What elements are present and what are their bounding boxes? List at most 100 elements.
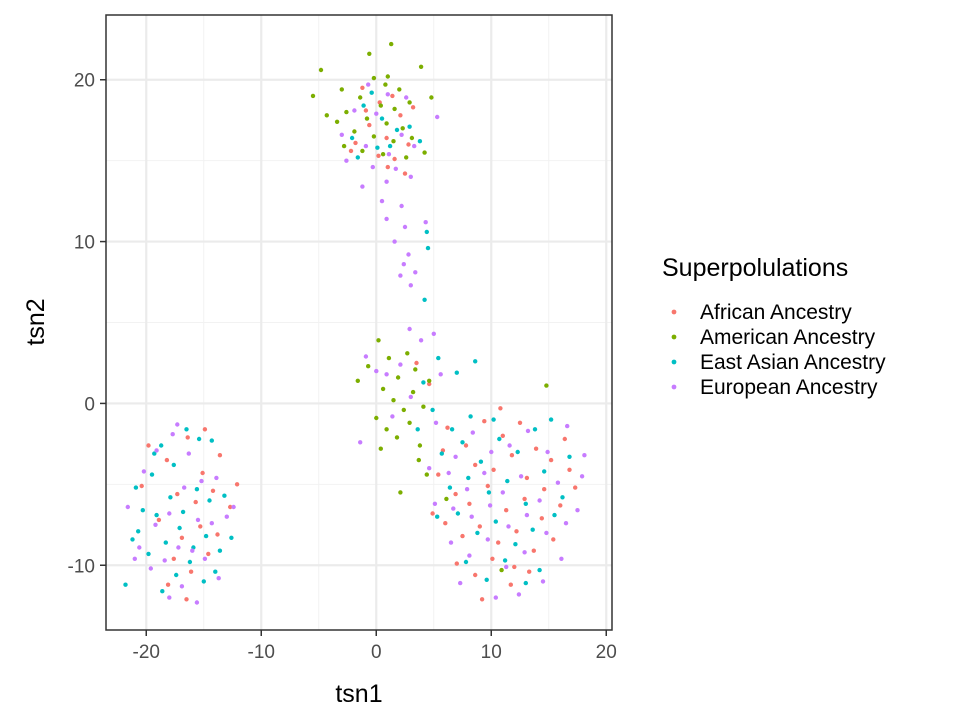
point-european-ancestry [148,566,153,571]
y-tick-label: 10 [74,233,95,254]
point-east-asian-ancestry [502,558,508,563]
point-american-ancestry [421,404,426,409]
point-african-ancestry [171,556,176,561]
point-east-asian-ancestry [515,449,520,455]
point-african-ancestry [473,572,478,578]
point-east-asian-ancestry [361,103,366,108]
point-east-asian-ancestry [455,511,461,516]
point-european-ancestry [544,530,549,536]
point-european-ancestry [360,184,365,189]
point-american-ancestry [422,150,427,155]
point-european-ancestry [386,152,392,157]
point-east-asian-ancestry [146,551,151,557]
point-european-ancestry [186,451,191,456]
point-american-ancestry [384,427,389,432]
point-american-ancestry [404,155,409,160]
point-american-ancestry [413,367,418,372]
point-european-ancestry [398,362,403,367]
point-american-ancestry [334,119,340,125]
point-american-ancestry [378,103,383,108]
point-african-ancestry [548,457,554,463]
legend-key [671,309,677,315]
point-east-asian-ancestry [140,508,145,513]
point-european-ancestry [366,82,371,87]
point-east-asian-ancestry [171,462,176,468]
point-east-asian-ancestry [207,498,212,503]
point-east-asian-ancestry [422,297,427,302]
legend-label: American Ancestry [700,326,876,349]
point-east-asian-ancestry [493,519,498,524]
point-european-ancestry [363,354,369,359]
point-american-ancestry [427,378,432,383]
point-african-ancestry [479,597,485,602]
point-east-asian-ancestry [187,559,193,565]
point-american-ancestry [444,496,449,502]
point-east-asian-ancestry [209,438,214,443]
point-african-ancestry [498,406,503,411]
point-european-ancestry [167,595,172,600]
point-european-ancestry [427,466,432,471]
point-east-asian-ancestry [447,485,453,490]
point-african-ancestry [184,597,189,602]
point-european-ancestry [402,224,408,230]
point-american-ancestry [394,435,400,440]
point-african-ancestry [385,164,390,170]
point-european-ancestry [379,198,385,204]
point-east-asian-ancestry [174,572,179,578]
point-european-ancestry [507,443,512,448]
point-european-ancestry [516,592,522,597]
x-axis-title: tsn1 [335,680,382,708]
point-african-ancestry [165,582,171,587]
point-european-ancestry [406,252,411,257]
point-european-ancestry [555,480,561,485]
point-american-ancestry [378,446,383,451]
point-east-asian-ancestry [387,143,393,149]
point-european-ancestry [504,564,509,570]
point-european-ancestry [518,474,524,479]
point-european-ancestry [408,394,413,400]
legend-key [671,359,677,365]
point-african-ancestry [542,487,547,492]
point-east-asian-ancestry [203,533,209,539]
point-african-ancestry [367,122,372,128]
point-european-ancestry [363,143,369,149]
point-european-ancestry [179,584,185,589]
point-african-ancestry [508,582,513,587]
point-african-ancestry [175,491,180,497]
point-european-ancestry [408,174,413,179]
point-east-asian-ancestry [355,155,360,160]
point-european-ancestry [438,372,443,377]
point-african-ancestry [430,511,435,516]
point-european-ancestry [125,504,130,510]
point-african-ancestry [496,540,501,545]
point-european-ancestry [582,453,587,458]
point-african-ancestry [139,483,144,489]
point-european-ancestry [559,556,564,561]
point-american-ancestry [391,398,396,403]
point-african-ancestry [414,360,419,366]
point-african-ancestry [522,496,527,502]
point-european-ancestry [525,428,531,434]
point-european-ancestry [487,503,493,508]
point-european-ancestry [537,498,542,503]
point-american-ancestry [318,67,324,73]
point-european-ancestry [175,422,180,427]
point-european-ancestry [433,420,439,425]
point-african-ancestry [200,470,205,476]
point-american-ancestry [366,364,371,369]
point-east-asian-ancestry [486,490,492,495]
point-american-ancestry [371,75,377,81]
point-american-ancestry [364,116,370,121]
point-east-asian-ancestry [152,451,157,456]
point-east-asian-ancestry [222,493,227,498]
point-african-ancestry [453,491,458,497]
point-east-asian-ancestry [468,414,473,419]
point-european-ancestry [399,132,404,137]
point-east-asian-ancestry [163,540,168,545]
point-european-ancestry [540,579,546,584]
point-american-ancestry [429,95,434,100]
point-european-ancestry [199,478,204,484]
point-african-ancestry [228,504,233,510]
point-european-ancestry [489,449,494,455]
point-american-ancestry [417,443,423,448]
